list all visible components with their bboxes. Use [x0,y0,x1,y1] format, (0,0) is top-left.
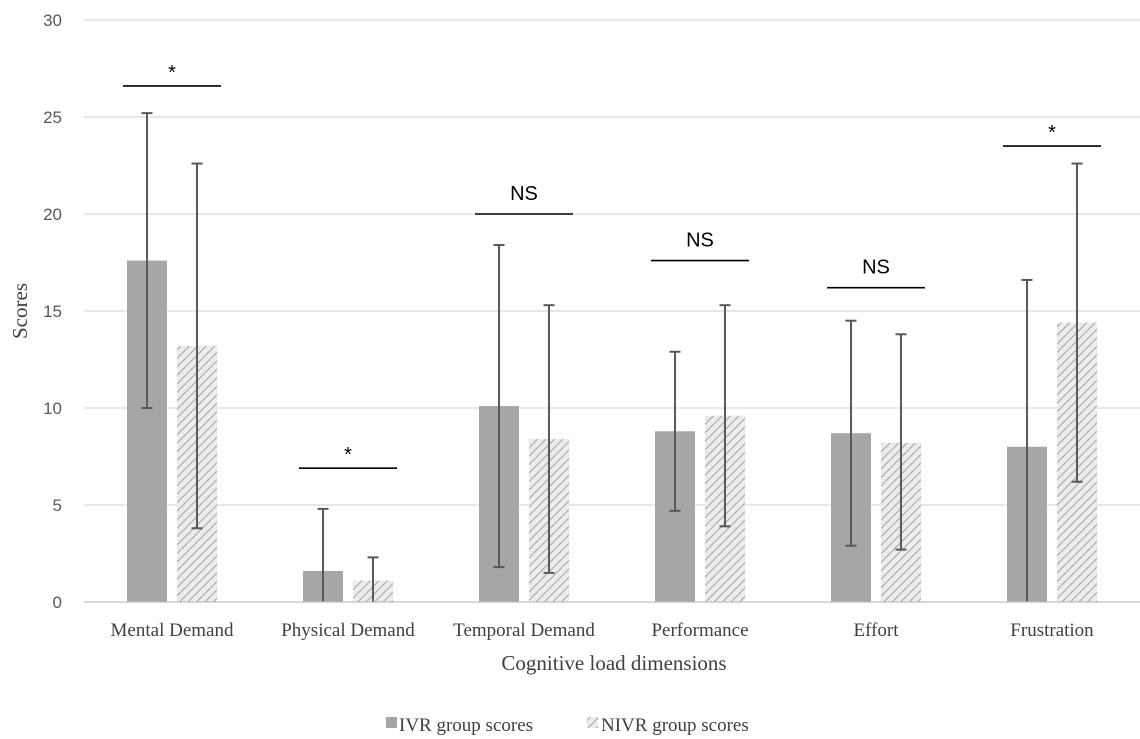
x-category-label: Mental Demand [111,620,234,641]
legend: IVR group scores NIVR group scores [386,715,749,736]
legend-swatch-nivr [587,717,598,728]
significance-label: * [1048,122,1056,144]
x-category-label: Physical Demand [281,620,415,641]
x-axis-categories: Mental Demand Physical Demand Temporal Dem… [111,620,1095,641]
significance-label: * [344,444,352,466]
significance-label: NS [510,183,538,205]
x-category-label: Temporal Demand [453,620,595,641]
error-bars [141,112,1083,602]
y-tick-label: 5 [53,496,62,515]
y-axis-ticks: 0 5 10 15 20 25 30 [43,11,62,612]
x-category-label: Effort [853,620,899,641]
y-tick-label: 10 [43,399,62,418]
y-axis-title: Scores [8,283,32,339]
x-category-label: Performance [651,620,748,641]
x-category-label: Frustration [1010,620,1094,641]
bars [127,260,1097,602]
legend-label-nivr: NIVR group scores [601,715,749,736]
legend-label-ivr: IVR group scores [399,715,533,736]
gridlines [84,19,1140,506]
y-tick-label: 0 [53,593,62,612]
x-axis-title: Cognitive load dimensions [501,651,726,675]
significance-label: * [168,62,176,84]
y-tick-label: 15 [43,302,62,321]
y-tick-label: 30 [43,11,62,30]
significance-label: NS [686,230,714,252]
significance-label: NS [862,257,890,279]
significance-annotations: * * NS NS NS * [123,62,1101,469]
y-tick-label: 25 [43,108,62,127]
y-tick-label: 20 [43,205,62,224]
legend-swatch-ivr [386,717,397,728]
